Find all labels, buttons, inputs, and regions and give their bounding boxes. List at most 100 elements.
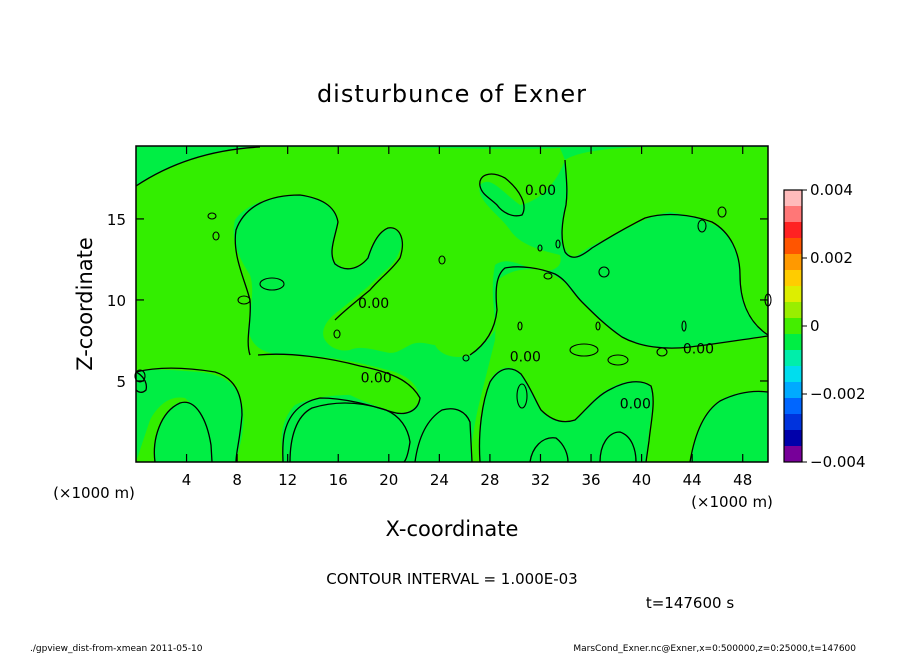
plot-frame xyxy=(135,145,769,463)
x-tick-label-12: 12 xyxy=(278,471,297,489)
island-17 xyxy=(555,239,561,249)
footer-right: MarsCond_Exner.nc@Exner,x=0:500000,z=0:2… xyxy=(573,644,856,654)
island-12 xyxy=(697,219,707,233)
island-13 xyxy=(717,206,727,218)
colorbar-tick-label-3: −0.002 xyxy=(810,385,866,403)
island-8 xyxy=(462,354,470,362)
contour-right-corner xyxy=(689,390,769,463)
contour-islands xyxy=(134,206,772,409)
contour-left-edge xyxy=(135,371,148,393)
island-7 xyxy=(516,383,528,409)
pocket-lower-right xyxy=(690,391,768,462)
contour-right-lower xyxy=(478,368,654,463)
contour-center xyxy=(414,408,473,463)
contour-label-0: 0.00 xyxy=(361,371,392,387)
y-tick-labels: 5 10 15 xyxy=(107,211,126,391)
contour-bottom-left xyxy=(153,401,213,463)
island-14 xyxy=(681,320,687,332)
colorbar-swatch-14 xyxy=(784,414,802,431)
contour-labels: 0.00 0.00 0.00 0.00 0.00 0.00 xyxy=(358,183,714,413)
colorbar-swatch-5 xyxy=(784,270,802,287)
region-right-upper xyxy=(561,147,768,335)
y-tick-label-15: 15 xyxy=(107,211,126,229)
footer-left: ./gpview_dist-from-xmean 2011-05-10 xyxy=(30,644,203,654)
colorbar-swatch-1 xyxy=(784,206,802,223)
colorbar-swatch-9 xyxy=(784,334,802,351)
axis-ticks xyxy=(136,146,768,462)
pocket-bottom-left xyxy=(154,401,212,462)
y-tick-label-5: 5 xyxy=(116,373,126,391)
contour-center-band xyxy=(257,353,421,463)
chart-title: disturbunce of Exner xyxy=(317,80,587,108)
contour-bottom-center-low xyxy=(529,437,569,463)
x-tick-label-48: 48 xyxy=(733,471,752,489)
x-tick-label-40: 40 xyxy=(632,471,651,489)
x-tick-label-28: 28 xyxy=(480,471,499,489)
island-3 xyxy=(259,277,285,291)
region-upper-left xyxy=(136,147,565,462)
colorbar-tick-label-1: 0.002 xyxy=(810,249,853,267)
colorbar-swatch-8 xyxy=(784,318,802,335)
pocket-bottom-right xyxy=(479,367,653,462)
island-11 xyxy=(543,272,553,280)
island-10 xyxy=(598,266,610,278)
x-axis-label: X-coordinate xyxy=(386,517,519,541)
x-unit-right: (×1000 m) xyxy=(691,493,773,511)
colorbar-swatch-0 xyxy=(784,190,802,207)
colorbar-labels: 0.004 0.002 0 −0.002 −0.004 xyxy=(810,181,866,471)
colorbar-swatch-13 xyxy=(784,398,802,415)
contour-mid-band xyxy=(135,367,243,463)
island-4 xyxy=(237,295,251,305)
colorbar-swatch-2 xyxy=(784,222,802,239)
x-tick-label-32: 32 xyxy=(531,471,550,489)
x-tick-label-24: 24 xyxy=(430,471,449,489)
colorbar-swatch-4 xyxy=(784,254,802,271)
contour-left-lobe xyxy=(234,194,403,356)
island-20 xyxy=(569,343,599,357)
contour-label-1: 0.00 xyxy=(358,296,389,312)
contour-lines xyxy=(135,146,769,463)
island-5 xyxy=(333,329,341,339)
island-19 xyxy=(134,369,146,383)
colorbar-swatch-16 xyxy=(784,446,802,463)
contour-label-3: 0.00 xyxy=(683,342,714,358)
colorbar-tick-label-2: 0 xyxy=(810,317,820,335)
x-tick-label-8: 8 xyxy=(232,471,242,489)
x-unit-left: (×1000 m) xyxy=(53,484,135,502)
colorbar-tick-label-4: −0.004 xyxy=(810,453,866,471)
colorbar-swatch-15 xyxy=(784,430,802,447)
x-tick-label-20: 20 xyxy=(379,471,398,489)
island-16 xyxy=(537,244,543,252)
y-axis-label: Z-coordinate xyxy=(73,237,97,371)
contour-interval: CONTOUR INTERVAL = 1.000E-03 xyxy=(326,570,577,588)
island-2 xyxy=(212,231,220,241)
colorbar-tick-label-0: 0.004 xyxy=(810,181,853,199)
time-label: t=147600 s xyxy=(646,594,734,612)
x-tick-label-16: 16 xyxy=(329,471,348,489)
island-1 xyxy=(207,212,217,220)
contour-right-mid xyxy=(469,266,769,356)
x-tick-label-36: 36 xyxy=(581,471,600,489)
x-tick-label-44: 44 xyxy=(683,471,702,489)
contour-label-4: 0.00 xyxy=(620,397,651,413)
contour-top-left xyxy=(135,146,261,187)
island-6 xyxy=(438,255,446,265)
x-tick-labels: 4 8 12 16 20 24 28 32 36 40 44 48 xyxy=(182,471,752,489)
contour-label-5: 0.00 xyxy=(525,183,556,199)
colorbar-swatch-10 xyxy=(784,350,802,367)
island-9 xyxy=(517,321,523,331)
contour-upper-right xyxy=(561,159,769,336)
contour-bottom-mid xyxy=(289,402,411,463)
region-mid-left xyxy=(136,369,244,462)
colorbar-swatch-11 xyxy=(784,366,802,383)
island-22 xyxy=(656,347,668,357)
pocket-bottom-mid xyxy=(290,402,410,462)
contour-upper-mid xyxy=(479,173,525,217)
colorbar xyxy=(783,189,807,463)
colorbar-swatch-7 xyxy=(784,302,802,319)
contour-label-2: 0.00 xyxy=(510,350,541,366)
contour-bottom-right-low xyxy=(599,431,637,463)
colorbar-swatch-6 xyxy=(784,286,802,303)
x-tick-label-4: 4 xyxy=(182,471,192,489)
